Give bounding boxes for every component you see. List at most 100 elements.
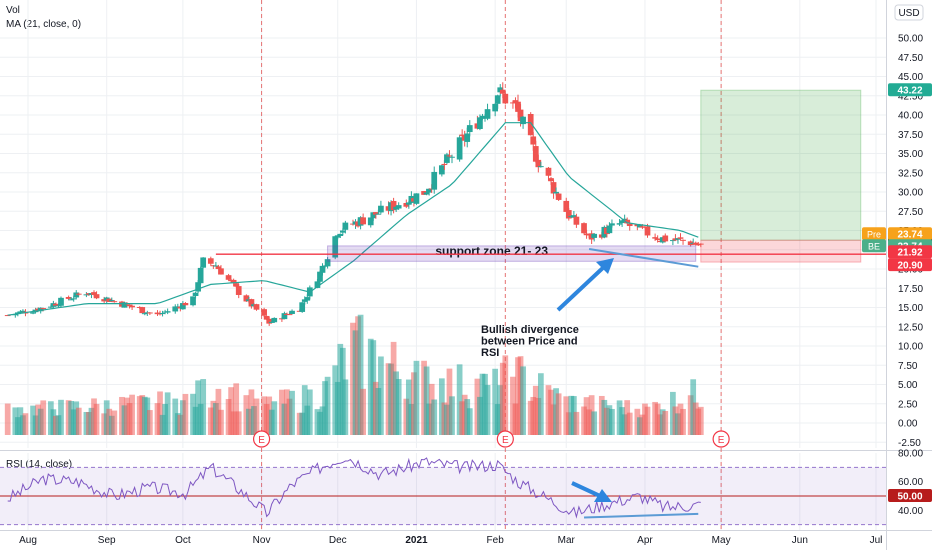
candle-body bbox=[317, 271, 323, 282]
volume-bar bbox=[360, 388, 366, 435]
volume-bar bbox=[357, 314, 364, 435]
candle-body bbox=[129, 305, 135, 308]
candle-body bbox=[271, 317, 278, 323]
volume-bar bbox=[58, 399, 64, 435]
volume-bar bbox=[22, 413, 29, 435]
arrow-head bbox=[596, 258, 614, 274]
candle-body bbox=[218, 268, 224, 275]
support-zone[interactable]: support zone 21- 23 bbox=[215, 244, 886, 262]
candle-body bbox=[182, 303, 189, 306]
candle-body bbox=[403, 202, 410, 207]
candle-body bbox=[444, 154, 450, 163]
candle-body bbox=[180, 303, 186, 310]
divergence-note-line: RSI bbox=[481, 347, 499, 359]
candle-body bbox=[141, 313, 148, 315]
rsi-level-label: 50.00 bbox=[897, 491, 922, 502]
time-tick-label: Oct bbox=[175, 535, 191, 546]
candle-body bbox=[697, 243, 704, 245]
candle-body bbox=[68, 299, 75, 301]
volume-bar bbox=[378, 356, 384, 435]
earnings-marker bbox=[496, 430, 514, 448]
candle-body bbox=[324, 259, 331, 267]
volume-bar bbox=[591, 411, 598, 435]
candle-body bbox=[637, 224, 643, 228]
currency-label: USD bbox=[898, 8, 919, 19]
volume-bar bbox=[423, 366, 430, 435]
candle-body bbox=[520, 116, 526, 125]
candle-body bbox=[515, 101, 521, 112]
long-position-tool[interactable] bbox=[700, 89, 862, 263]
candle-body bbox=[70, 298, 77, 300]
ma-21-line bbox=[7, 122, 699, 316]
candle-body bbox=[512, 100, 519, 104]
candle-body bbox=[581, 223, 587, 234]
candle-body bbox=[289, 310, 295, 314]
time-tick-label: Jun bbox=[792, 535, 808, 546]
candle-body bbox=[91, 292, 97, 295]
candle-body bbox=[4, 315, 11, 317]
candle-body bbox=[532, 146, 539, 162]
currency-box bbox=[894, 4, 924, 21]
candle-body bbox=[304, 297, 311, 301]
support-zone-label: support zone 21- 23 bbox=[435, 244, 548, 258]
candle-body bbox=[306, 287, 313, 297]
rsi-pane[interactable] bbox=[0, 457, 886, 526]
candle-body bbox=[268, 321, 275, 323]
time-tick-label: 2021 bbox=[405, 535, 428, 546]
price-tick-label: 37.50 bbox=[898, 130, 923, 141]
candle-body bbox=[164, 311, 171, 313]
candle-body bbox=[190, 296, 196, 306]
candle-body bbox=[230, 279, 237, 283]
candle-body bbox=[332, 236, 339, 258]
rsi-arrow-head bbox=[594, 489, 612, 502]
candle-body bbox=[299, 302, 306, 312]
candle-body bbox=[446, 155, 453, 157]
price-label-text: 20.90 bbox=[897, 261, 922, 272]
candle-body bbox=[390, 200, 397, 211]
price-tick-label: 30.00 bbox=[898, 188, 923, 199]
candle-body bbox=[677, 237, 684, 239]
volume-bar bbox=[413, 360, 420, 435]
candle-body bbox=[378, 205, 384, 213]
price-label-box bbox=[888, 245, 932, 259]
price-tick-label: 12.50 bbox=[898, 322, 923, 333]
candle-body bbox=[606, 225, 613, 234]
candle-body bbox=[626, 223, 633, 227]
candle-body bbox=[431, 171, 438, 190]
candle-body bbox=[680, 239, 686, 241]
time-tick-label: Aug bbox=[19, 535, 37, 546]
price-label-box bbox=[888, 83, 932, 97]
rsi-tick-label: 40.00 bbox=[898, 506, 923, 517]
volume-bar bbox=[466, 408, 473, 435]
candle-body bbox=[405, 202, 412, 205]
candle-body bbox=[147, 312, 153, 314]
divergence-note-line: between Price and bbox=[481, 336, 578, 348]
price-tick-label: 17.50 bbox=[898, 284, 923, 295]
candle-body bbox=[263, 315, 270, 320]
candle-body bbox=[53, 303, 59, 306]
candle-body bbox=[65, 296, 72, 299]
candlesticks bbox=[4, 82, 704, 326]
candle-body bbox=[502, 93, 509, 104]
candle-body bbox=[261, 309, 267, 316]
price-label-tag: Pre bbox=[867, 230, 881, 240]
candle-body bbox=[367, 217, 374, 226]
volume-bar bbox=[235, 411, 242, 435]
candle-body bbox=[360, 217, 366, 225]
rsi-legend-label[interactable]: RSI (14, close) bbox=[6, 459, 73, 470]
candle-body bbox=[426, 188, 433, 193]
candle-body bbox=[233, 283, 240, 287]
candle-body bbox=[172, 306, 179, 312]
rsi-tick-label: 60.00 bbox=[898, 477, 923, 488]
candle-body bbox=[372, 212, 379, 215]
price-tick-label: -2.50 bbox=[898, 438, 921, 449]
price-tick-label: 45.00 bbox=[898, 72, 923, 83]
volume-bar bbox=[395, 379, 402, 435]
candle-body bbox=[573, 216, 580, 225]
ma-legend-label[interactable]: MA (21, close, 0) bbox=[6, 19, 82, 30]
volume-bar bbox=[555, 393, 562, 435]
price-label-text: 43.22 bbox=[897, 86, 922, 97]
candle-body bbox=[535, 159, 542, 168]
